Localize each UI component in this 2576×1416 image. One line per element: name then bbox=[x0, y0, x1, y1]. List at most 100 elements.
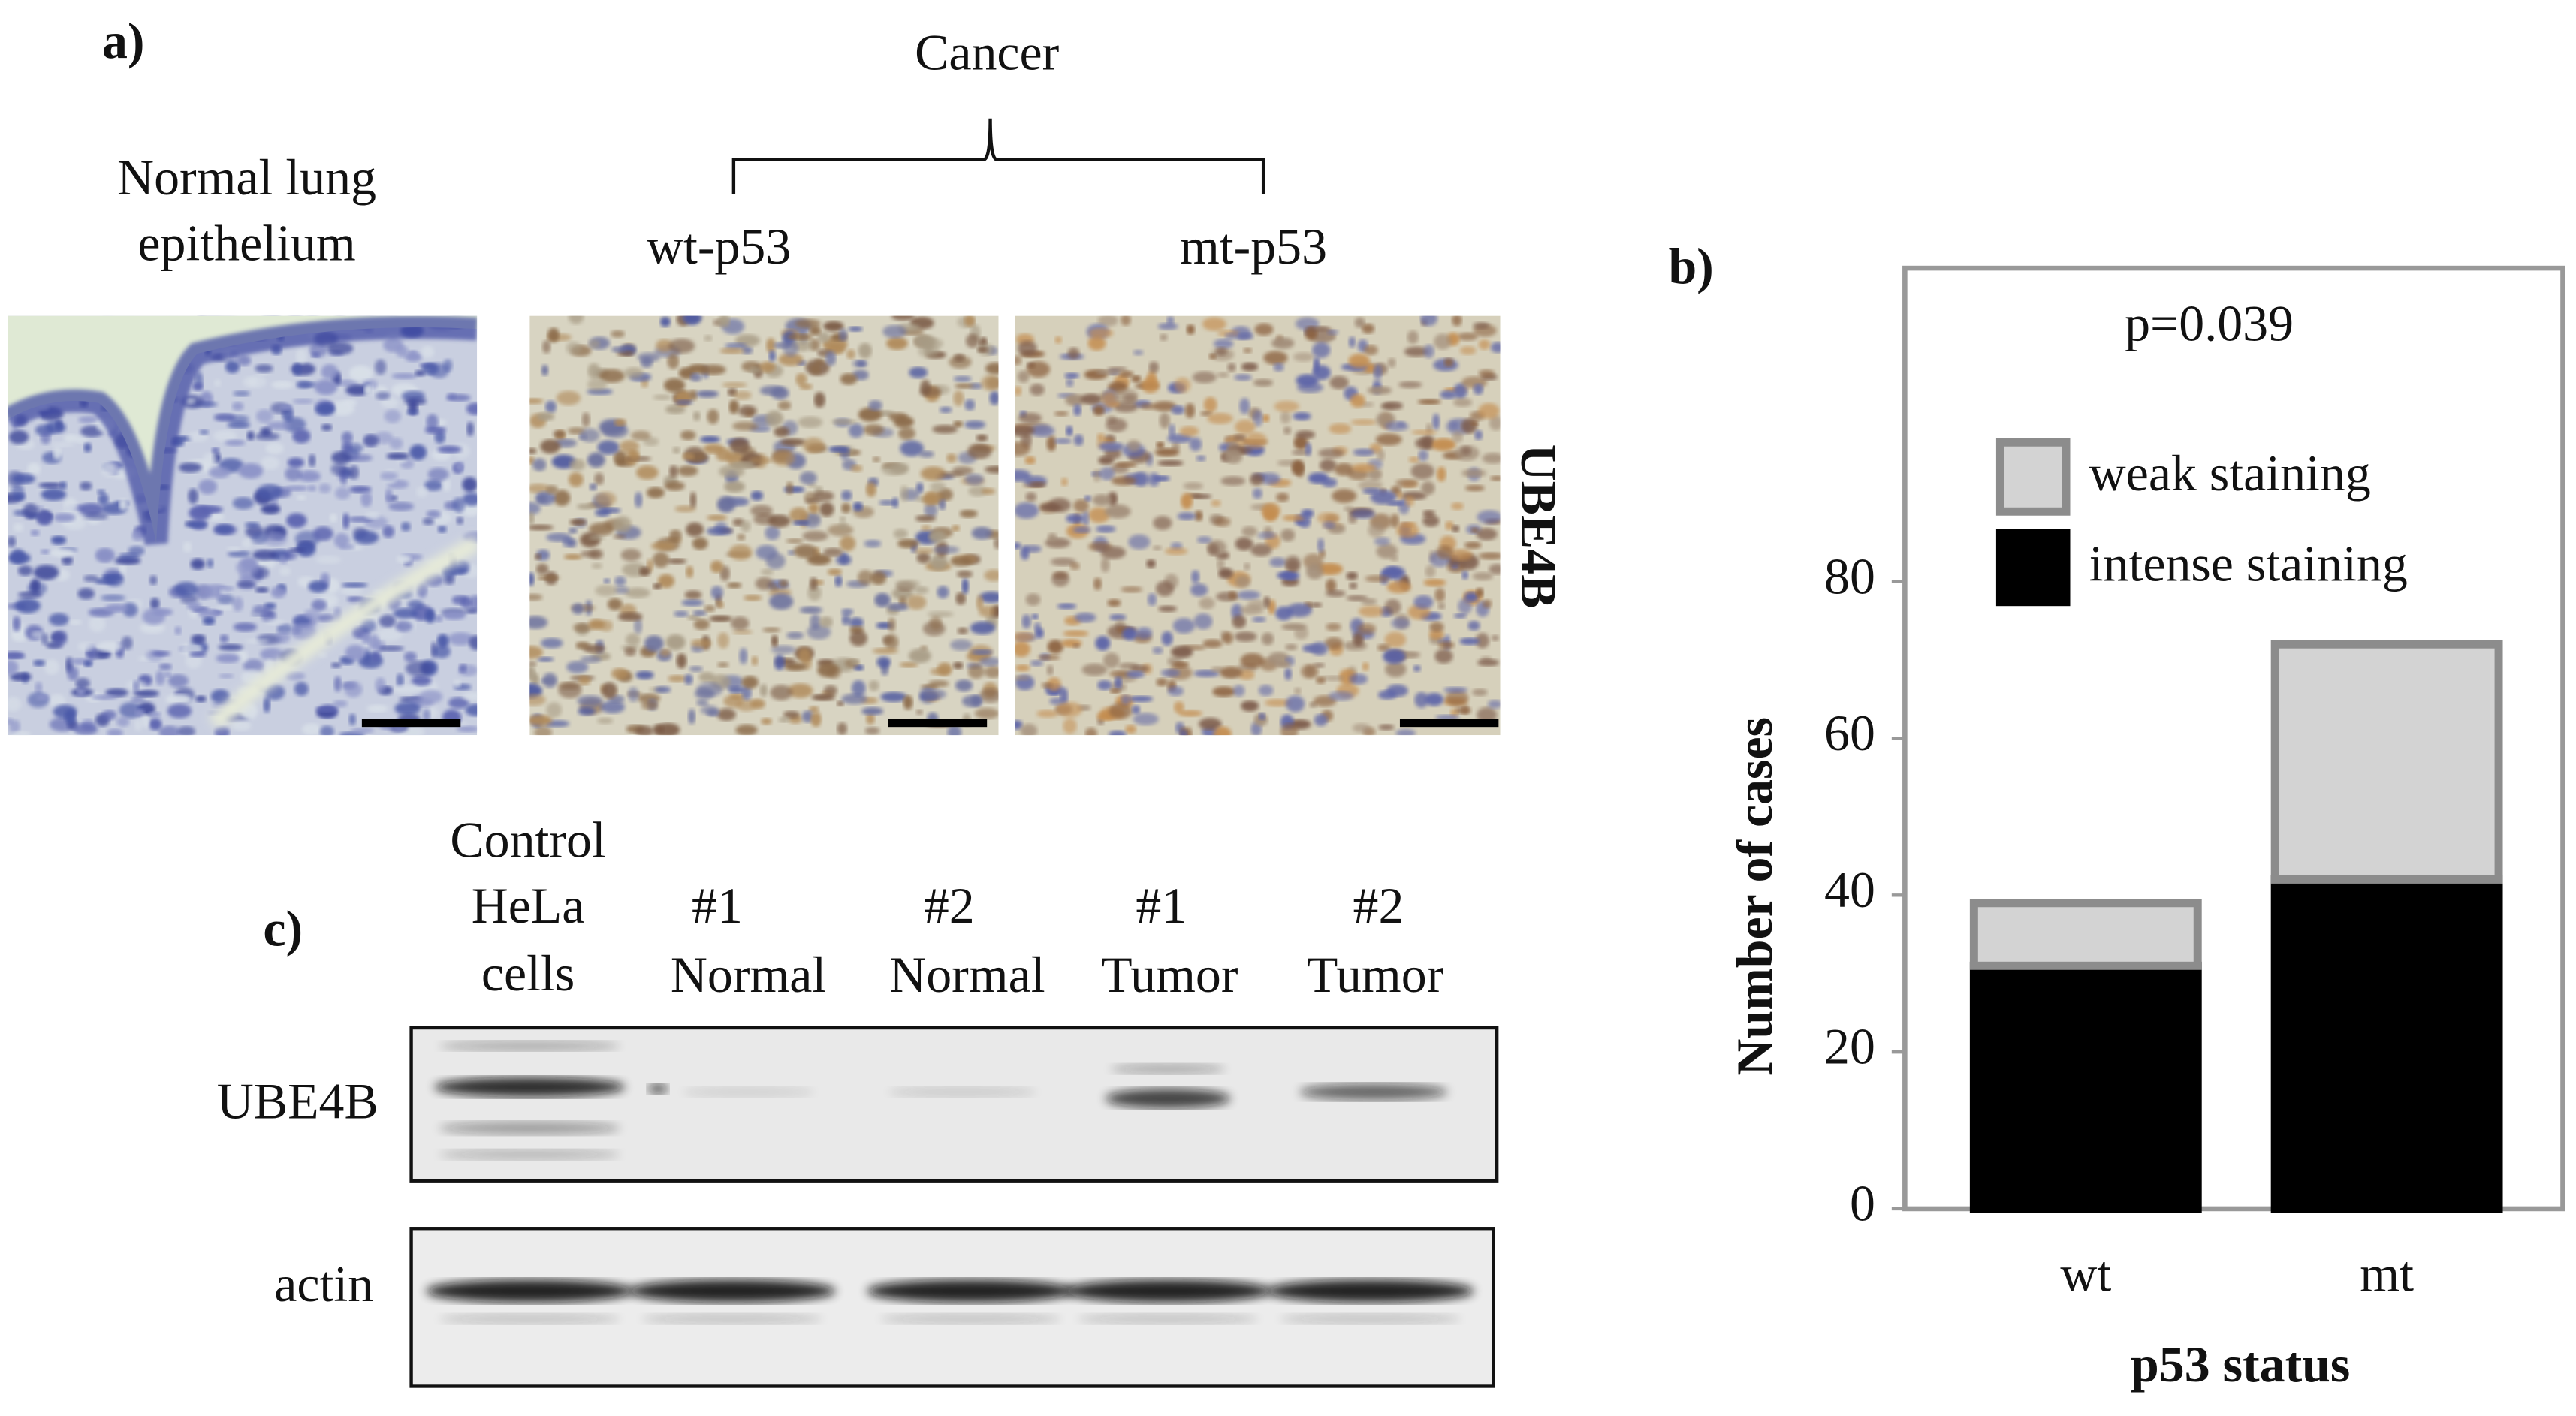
cell bbox=[955, 679, 973, 691]
cell bbox=[1190, 493, 1212, 499]
cell bbox=[1461, 446, 1472, 456]
cell bbox=[1458, 598, 1472, 615]
cell bbox=[97, 640, 122, 652]
cell bbox=[1437, 466, 1446, 482]
cell bbox=[219, 634, 229, 643]
cell bbox=[1421, 481, 1435, 496]
cell bbox=[296, 495, 306, 501]
cell bbox=[1451, 502, 1464, 511]
cell bbox=[1169, 423, 1176, 438]
cell bbox=[646, 487, 665, 499]
cell bbox=[1241, 700, 1259, 712]
cell bbox=[696, 682, 723, 697]
cell bbox=[1413, 595, 1434, 610]
cell bbox=[1285, 695, 1305, 713]
cell bbox=[906, 595, 927, 610]
cell bbox=[1326, 329, 1339, 335]
cell bbox=[1152, 545, 1162, 551]
cell bbox=[535, 563, 549, 575]
cell bbox=[1063, 630, 1089, 637]
band bbox=[628, 1279, 836, 1303]
legend-swatch bbox=[1995, 438, 2071, 516]
cell bbox=[927, 610, 954, 618]
cell bbox=[1074, 613, 1096, 623]
cell bbox=[686, 565, 694, 578]
cell bbox=[653, 394, 671, 400]
cell bbox=[1211, 666, 1223, 673]
cell bbox=[1254, 323, 1274, 336]
cell bbox=[319, 725, 334, 736]
cell bbox=[1235, 537, 1253, 551]
cell bbox=[668, 675, 687, 682]
cell bbox=[11, 731, 32, 736]
cell bbox=[1092, 494, 1112, 506]
cell bbox=[798, 648, 811, 664]
cell bbox=[1263, 508, 1277, 522]
cell bbox=[1244, 562, 1250, 571]
cell bbox=[292, 399, 314, 405]
cell bbox=[1477, 510, 1501, 524]
cell bbox=[1478, 339, 1491, 350]
cell bbox=[1126, 670, 1145, 679]
cell bbox=[707, 408, 719, 424]
cell bbox=[587, 378, 608, 391]
cell bbox=[1235, 575, 1250, 589]
cell bbox=[1487, 700, 1501, 709]
cell bbox=[436, 634, 449, 649]
cell bbox=[596, 717, 614, 725]
cell bbox=[953, 390, 964, 406]
cell bbox=[35, 682, 43, 694]
cell bbox=[311, 598, 327, 611]
cell bbox=[1066, 378, 1074, 387]
cell bbox=[825, 351, 837, 366]
cell bbox=[529, 694, 546, 706]
cell bbox=[462, 477, 478, 493]
cell bbox=[308, 580, 328, 593]
cell bbox=[710, 586, 724, 600]
cell bbox=[1285, 643, 1298, 651]
cell bbox=[424, 479, 443, 491]
cell bbox=[1489, 415, 1501, 431]
cell bbox=[1422, 514, 1440, 527]
cell bbox=[233, 622, 258, 632]
cell bbox=[629, 450, 641, 461]
cell bbox=[131, 529, 145, 541]
cell bbox=[1020, 546, 1030, 560]
cell bbox=[839, 328, 848, 342]
cell bbox=[1269, 557, 1286, 568]
cell bbox=[285, 672, 306, 681]
cell bbox=[1217, 372, 1229, 378]
cell bbox=[841, 490, 852, 501]
cell bbox=[469, 595, 478, 610]
cell bbox=[260, 648, 284, 661]
cell bbox=[263, 697, 270, 713]
cell bbox=[1282, 514, 1305, 522]
band bbox=[439, 1149, 620, 1160]
cell bbox=[882, 324, 906, 339]
cell bbox=[594, 472, 605, 485]
cell bbox=[1448, 549, 1473, 561]
cell bbox=[635, 670, 654, 680]
cell bbox=[1308, 472, 1329, 484]
row-label: UBE4B bbox=[217, 1074, 379, 1130]
cell bbox=[1353, 448, 1375, 456]
cell bbox=[723, 694, 744, 708]
cell bbox=[1194, 510, 1203, 522]
cell bbox=[427, 468, 449, 481]
cell bbox=[437, 525, 447, 533]
cell bbox=[1434, 333, 1452, 350]
cell bbox=[1390, 555, 1398, 562]
cell bbox=[863, 423, 885, 436]
cell bbox=[939, 406, 952, 414]
cell bbox=[656, 339, 674, 352]
cell bbox=[659, 648, 671, 657]
cell bbox=[365, 511, 380, 520]
cell bbox=[634, 618, 643, 634]
cell bbox=[619, 440, 640, 453]
cell bbox=[576, 503, 595, 510]
cell bbox=[674, 505, 696, 513]
cell bbox=[841, 614, 851, 625]
cell bbox=[8, 660, 19, 676]
cell bbox=[993, 537, 999, 550]
